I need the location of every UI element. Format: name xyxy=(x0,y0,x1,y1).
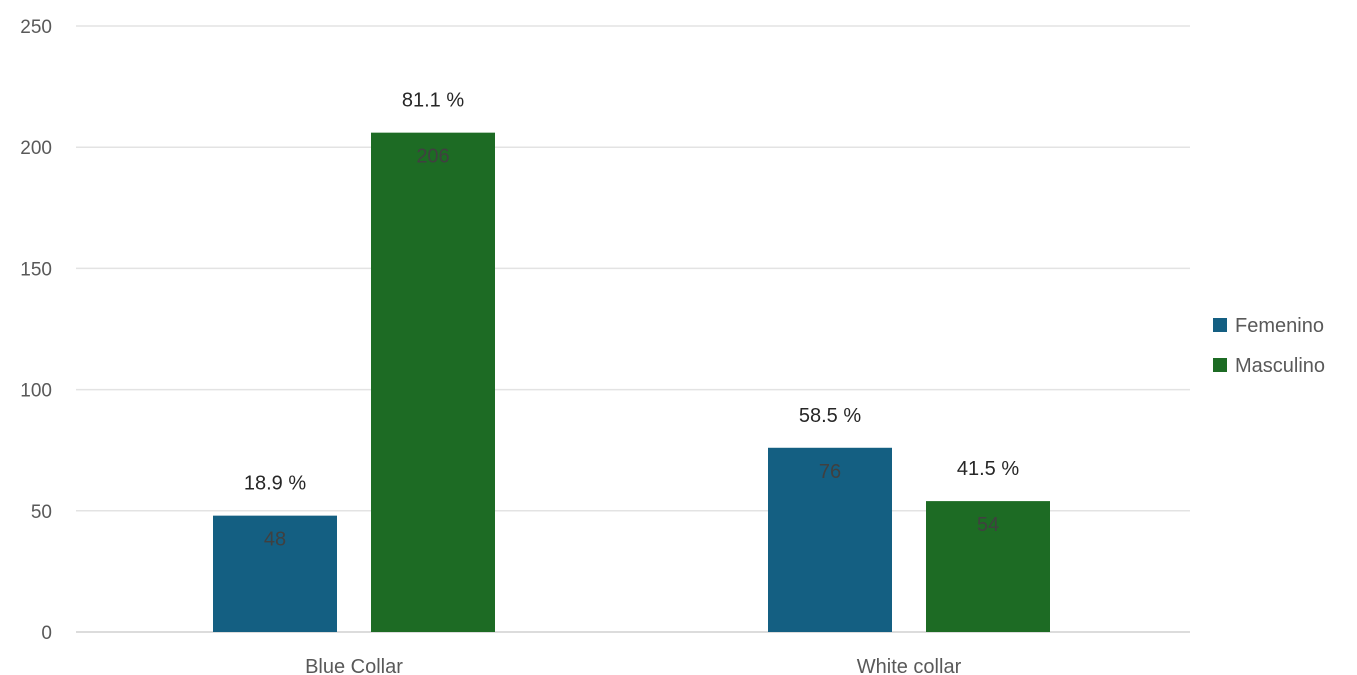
data-label-value: 54 xyxy=(977,514,999,536)
y-tick-label: 200 xyxy=(20,138,52,159)
legend-swatch-femenino xyxy=(1213,318,1227,332)
data-label-value: 206 xyxy=(416,146,449,168)
bar-femenino-1 xyxy=(768,447,892,632)
data-label-percent: 18.9 % xyxy=(244,473,306,495)
bar-femenino-0 xyxy=(213,515,337,632)
x-axis: Blue Collar White collar xyxy=(305,656,961,675)
data-label-percent: 58.5 % xyxy=(799,405,861,427)
legend: Femenino Masculino xyxy=(1213,315,1325,377)
y-axis: 0 50 100 150 200 250 xyxy=(20,17,52,644)
x-tick-label: White collar xyxy=(857,656,962,675)
bar-masculino-0 xyxy=(371,132,495,632)
y-tick-label: 0 xyxy=(41,623,52,644)
bars: 48 18.9 % 206 81.1 % 76 58.5 % 54 41.5 % xyxy=(213,90,1050,632)
data-label-percent: 41.5 % xyxy=(957,458,1019,480)
y-tick-label: 150 xyxy=(20,259,52,280)
data-label-percent: 81.1 % xyxy=(402,90,464,112)
y-tick-label: 100 xyxy=(20,381,52,402)
y-tick-label: 250 xyxy=(20,17,52,38)
legend-swatch-masculino xyxy=(1213,358,1227,372)
x-tick-label: Blue Collar xyxy=(305,656,403,675)
data-label-value: 76 xyxy=(819,461,841,483)
legend-label-femenino: Femenino xyxy=(1235,315,1324,337)
bar-masculino-1 xyxy=(926,501,1050,632)
data-label-value: 48 xyxy=(264,529,286,551)
y-tick-label: 50 xyxy=(31,502,52,523)
legend-label-masculino: Masculino xyxy=(1235,355,1325,377)
